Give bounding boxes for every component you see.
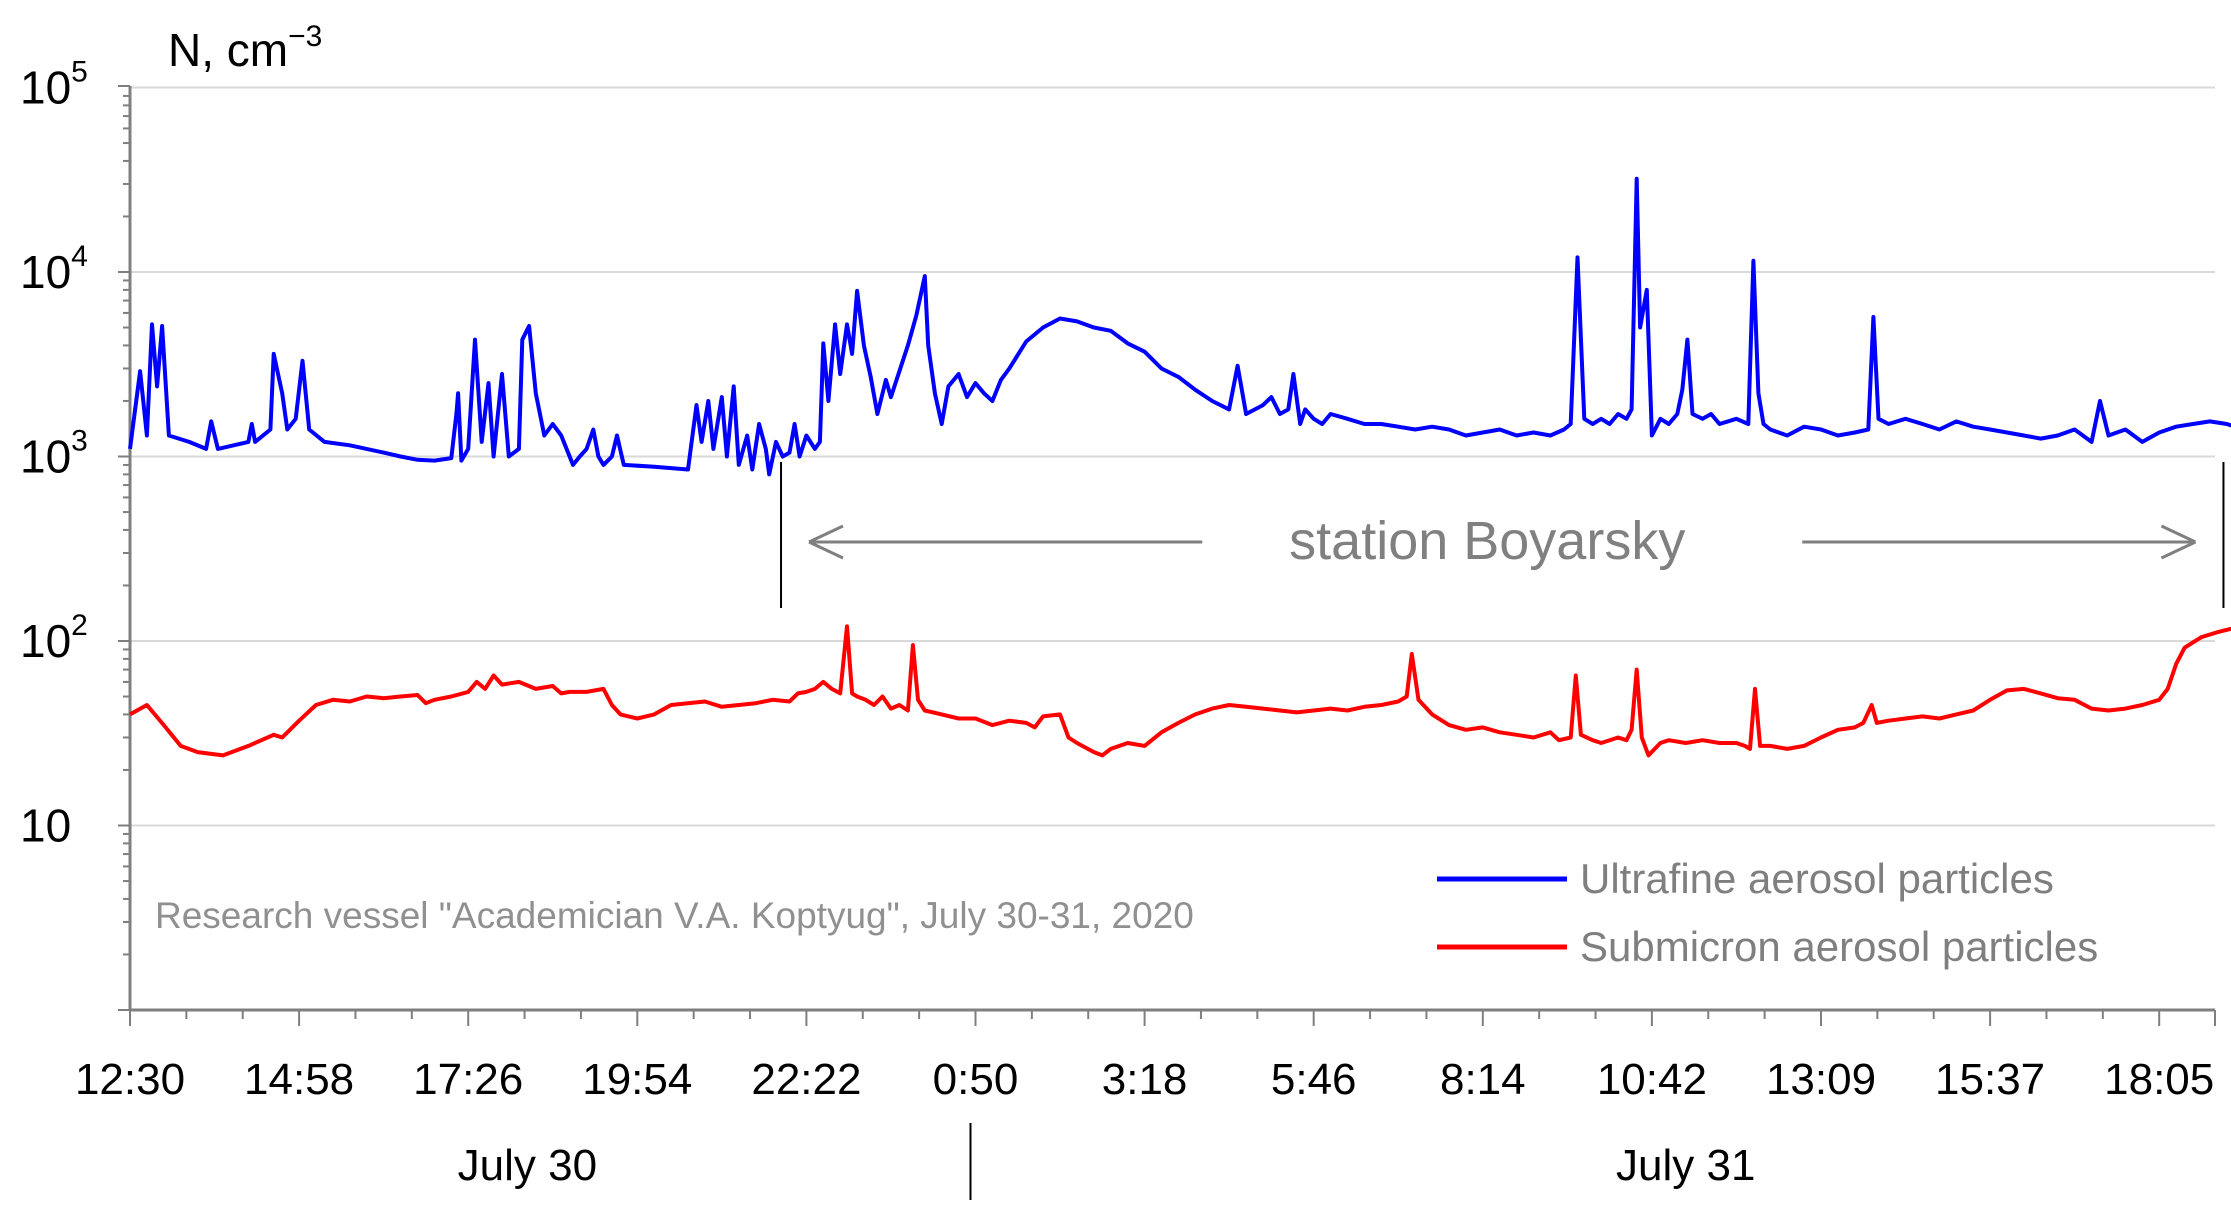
y-tick-base: 10 — [20, 246, 71, 298]
date-label: July 31 — [1616, 1141, 1755, 1190]
y-tick-exponent: 5 — [71, 56, 88, 89]
x-tick-label: 15:37 — [1935, 1055, 2045, 1104]
legend-label-submicron: Submicron aerosol particles — [1580, 923, 2098, 970]
station-arrow-left-head — [808, 524, 844, 560]
legend-label-ultrafine: Ultrafine aerosol particles — [1580, 855, 2054, 902]
station-label: station Boyarsky — [1289, 511, 1685, 571]
y-tick-label: 103 — [20, 425, 88, 483]
y-tick-label: 104 — [20, 240, 88, 298]
chart-note: Research vessel "Academician V.A. Koptyu… — [155, 895, 1194, 936]
x-tick-label: 10:42 — [1597, 1055, 1707, 1104]
y-axis-label-exponent: −3 — [288, 20, 322, 53]
x-tick-label: 13:09 — [1766, 1055, 1876, 1104]
y-tick-exponent: 3 — [71, 425, 88, 458]
station-arrow-right-head — [2160, 524, 2197, 560]
x-tick-label: 5:46 — [1271, 1055, 1357, 1104]
y-axis-label: N, cm−3 — [168, 20, 322, 76]
date-label: July 30 — [458, 1141, 597, 1190]
x-tick-label: 8:14 — [1440, 1055, 1526, 1104]
y-tick-label: 10 — [20, 800, 71, 852]
series-line-submicron — [129, 624, 2231, 758]
x-tick-label: 19:54 — [582, 1055, 692, 1104]
x-tick-label: 18:05 — [2104, 1055, 2214, 1104]
x-tick-label: 22:22 — [751, 1055, 861, 1104]
annotations: station Boyarsky — [780, 462, 2225, 608]
y-tick-base: 10 — [20, 615, 71, 667]
y-tick-exponent: 4 — [71, 240, 88, 273]
series-line-ultrafine — [128, 176, 2231, 477]
x-tick-label: 3:18 — [1102, 1055, 1188, 1104]
x-tick-label: 17:26 — [413, 1055, 523, 1104]
y-tick-exponent: 2 — [71, 609, 88, 642]
series-layer — [128, 176, 2231, 758]
y-tick-label: 102 — [20, 609, 88, 667]
y-tick-base: 10 — [20, 800, 71, 852]
x-tick-label: 14:58 — [244, 1055, 354, 1104]
y-tick-base: 10 — [20, 62, 71, 114]
y-tick-base: 10 — [20, 431, 71, 483]
grid-lines — [130, 86, 2215, 827]
x-tick-label: 12:30 — [75, 1055, 185, 1104]
x-tick-label: 0:50 — [933, 1055, 1019, 1104]
legend: Ultrafine aerosol particles Submicron ae… — [1437, 855, 2098, 970]
y-tick-label: 105 — [20, 56, 88, 114]
y-axis-label-text: N, cm — [168, 24, 288, 76]
